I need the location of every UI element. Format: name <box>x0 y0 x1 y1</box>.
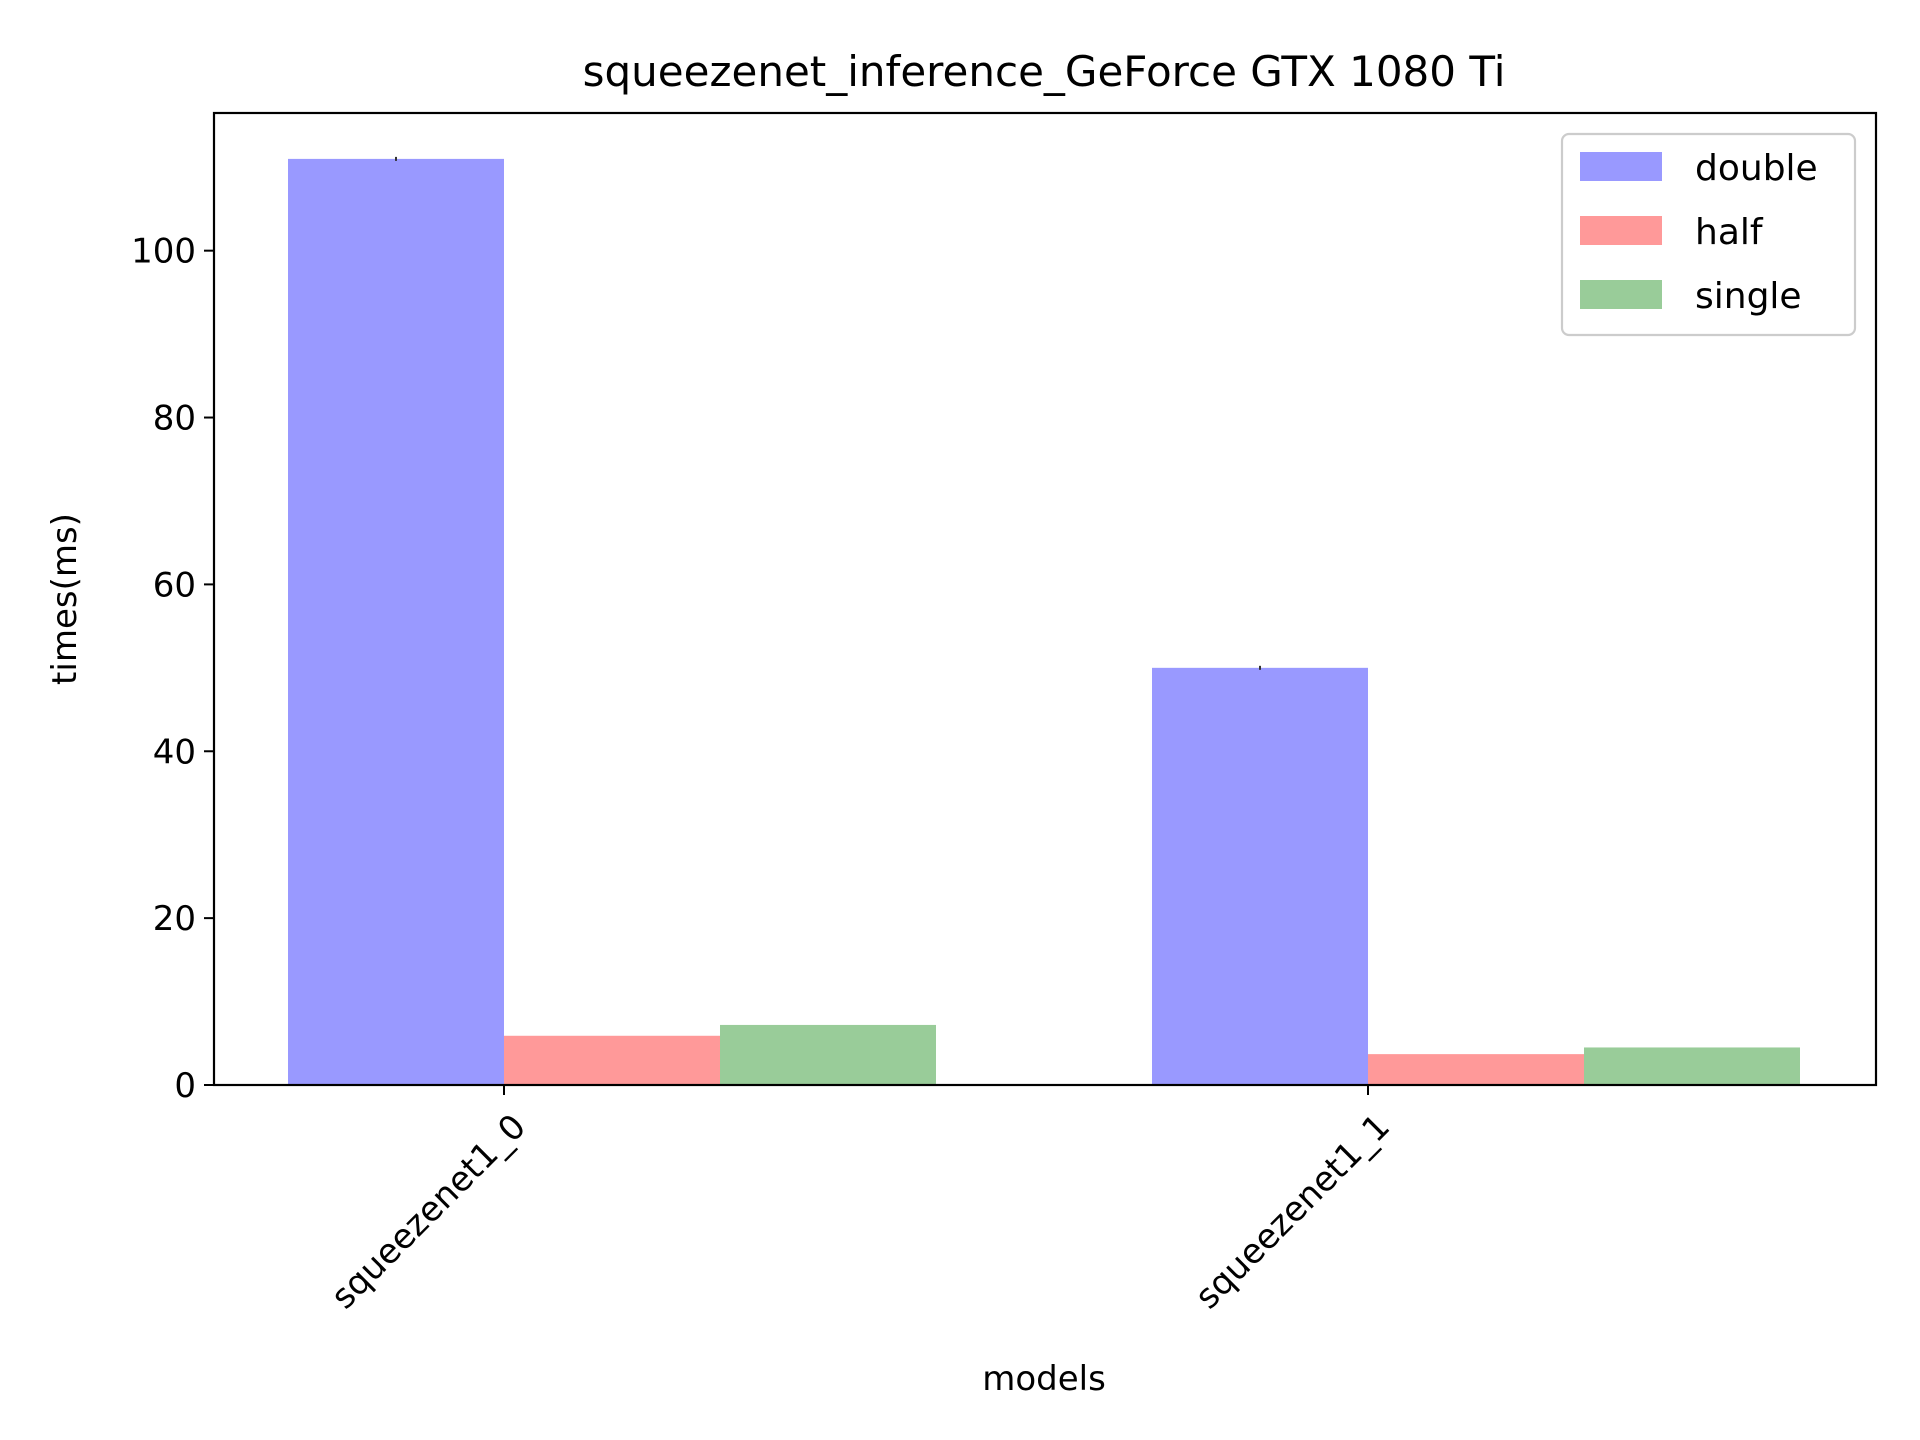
bar-single-squeezenet1_1 <box>1584 1047 1800 1085</box>
bar-single-squeezenet1_0 <box>720 1024 936 1085</box>
legend-swatch-double <box>1580 152 1662 181</box>
x-axis-label: models <box>982 1359 1106 1399</box>
bar-double-squeezenet1_0 <box>288 158 504 1085</box>
legend-swatch-single <box>1580 280 1662 309</box>
bars-layer <box>288 158 1800 1085</box>
legend-items: double half single <box>1580 148 1818 317</box>
y-tick-label: 60 <box>153 565 196 605</box>
x-tick-label: squeezenet1_1 <box>1188 1107 1398 1317</box>
y-tick-label: 0 <box>174 1066 196 1106</box>
chart-title: squeezenet_inference_GeForce GTX 1080 Ti <box>583 47 1506 96</box>
y-tick-label: 20 <box>153 899 196 939</box>
legend-label-single: single <box>1695 276 1802 317</box>
bar-half-squeezenet1_0 <box>504 1035 720 1085</box>
legend-swatch-half <box>1580 216 1662 245</box>
y-tick-label: 100 <box>131 232 196 272</box>
legend-label-double: double <box>1695 148 1818 189</box>
errbar-layer <box>395 156 1261 670</box>
y-axis: 0 20 40 60 80 100 <box>131 232 214 1106</box>
y-axis-label: times(ms) <box>45 513 85 685</box>
legend-label-half: half <box>1695 212 1764 253</box>
bar-half-squeezenet1_1 <box>1368 1054 1584 1085</box>
y-tick-label: 40 <box>153 732 196 772</box>
bar-double-squeezenet1_1 <box>1152 667 1368 1085</box>
plot-frame <box>212 111 1878 1087</box>
x-tick-label: squeezenet1_0 <box>324 1107 534 1317</box>
y-tick-label: 80 <box>153 399 196 439</box>
legend: double half single <box>1560 132 1857 337</box>
x-axis: squeezenet1_0 squeezenet1_1 <box>324 1085 1398 1317</box>
